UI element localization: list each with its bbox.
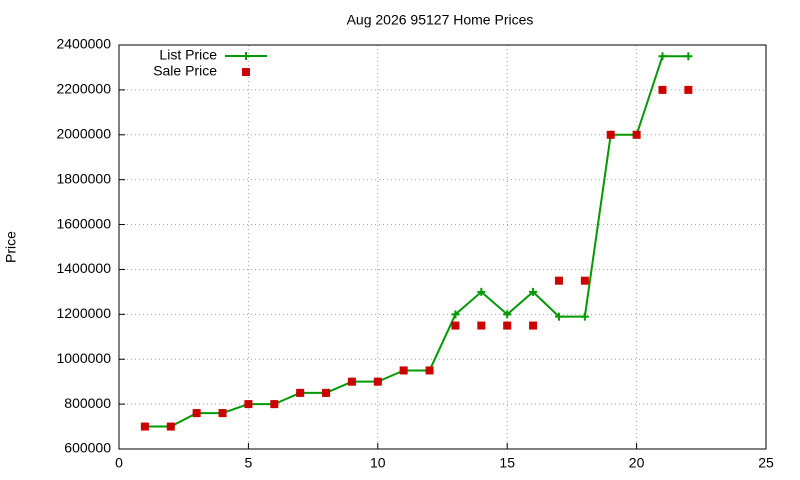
point xyxy=(296,388,305,397)
point xyxy=(373,377,382,386)
y-tick-label: 2000000 xyxy=(56,125,111,141)
y-tick-label: 1000000 xyxy=(56,350,111,366)
point xyxy=(322,388,331,397)
point xyxy=(529,287,538,296)
y-tick-label: 1800000 xyxy=(56,170,111,186)
point xyxy=(425,366,434,375)
x-tick-label: 20 xyxy=(629,455,645,471)
point xyxy=(503,310,512,319)
legend-marker xyxy=(242,52,250,60)
point xyxy=(580,276,589,285)
point xyxy=(451,310,460,319)
point xyxy=(529,321,538,330)
point xyxy=(684,85,693,94)
point xyxy=(684,52,693,61)
point xyxy=(658,52,667,61)
y-tick-label: 2200000 xyxy=(56,81,111,97)
point xyxy=(554,312,563,321)
y-tick-label: 1200000 xyxy=(56,305,111,321)
point xyxy=(140,422,149,431)
y-tick-label: 2400000 xyxy=(56,36,111,52)
legend-label: List Price xyxy=(159,47,217,63)
point xyxy=(399,366,408,375)
point xyxy=(218,409,227,418)
y-tick-label: 600000 xyxy=(64,440,111,456)
x-tick-label: 15 xyxy=(499,455,515,471)
x-tick-label: 10 xyxy=(370,455,386,471)
point xyxy=(658,85,667,94)
plot-frame xyxy=(118,44,767,450)
point xyxy=(477,321,486,330)
x-tick-label: 5 xyxy=(245,455,253,471)
point xyxy=(192,409,201,418)
y-tick-label: 800000 xyxy=(64,395,111,411)
point xyxy=(347,377,356,386)
x-tick-label: 0 xyxy=(115,455,123,471)
legend-marker xyxy=(242,68,250,76)
point xyxy=(270,400,279,409)
y-axis-label: Price xyxy=(3,231,19,263)
chart-title: Aug 2026 95127 Home Prices xyxy=(347,12,534,28)
point xyxy=(503,321,512,330)
y-tick-label: 1400000 xyxy=(56,260,111,276)
point xyxy=(244,400,253,409)
y-tick-label: 1600000 xyxy=(56,215,111,231)
x-tick-label: 25 xyxy=(758,455,774,471)
series-line xyxy=(144,55,689,428)
point xyxy=(606,130,615,139)
point xyxy=(451,321,460,330)
point xyxy=(632,130,641,139)
point xyxy=(166,422,175,431)
point xyxy=(580,312,589,321)
point xyxy=(477,287,486,296)
point xyxy=(554,276,563,285)
legend-label: Sale Price xyxy=(153,63,217,79)
